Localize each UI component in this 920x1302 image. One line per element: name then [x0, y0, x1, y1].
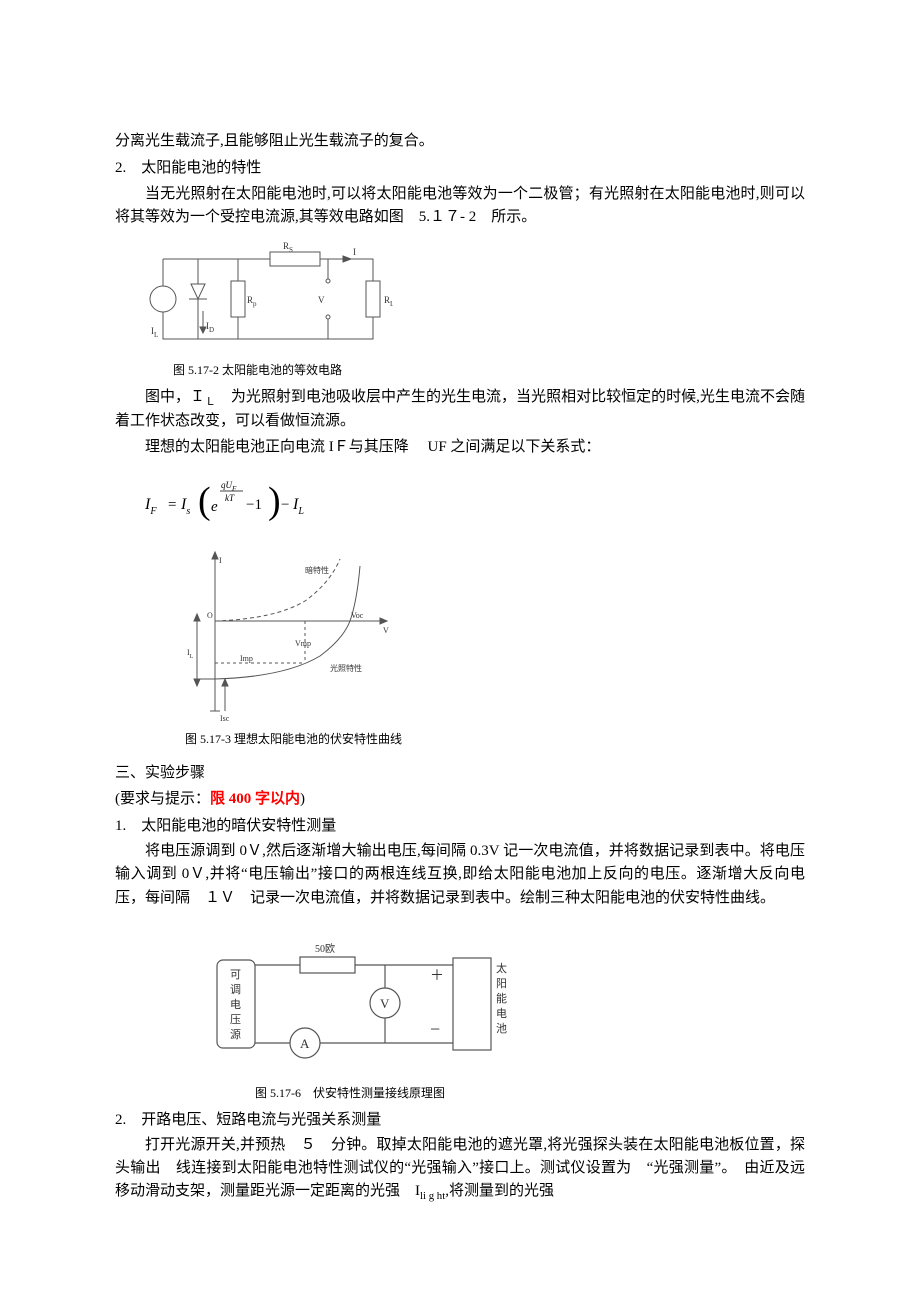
fig6-src-5: 源 [230, 1027, 241, 1041]
fig6-R: 50欧 [315, 943, 335, 955]
step2-p1b: ,将测量到的光强 [445, 1183, 554, 1199]
iv-curve-svg: I V O 暗特性 光照特性 Voc Vmp Imp IL Isc [185, 551, 395, 726]
fig6-src-1: 可 [230, 969, 241, 981]
equivalent-circuit-svg: IL ID Rp RS V RL I [143, 239, 393, 357]
fig6-cell-3: 能 [496, 991, 507, 1005]
s2p2b: 为光照射到电池吸收层中产生的光生电流，当光照相对比较恒定的时候,光生电流不会随着… [115, 389, 805, 430]
section-2-para-3: 理想的太阳能电池正向电流 IＦ与其压降 UF 之间满足以下关系式： [115, 436, 805, 459]
paragraph-continuation: 分离光生载流子,且能够阻止光生载流子的复合。 [115, 130, 805, 153]
fig3-imp: Imp [240, 654, 253, 663]
fig6-src-2: 调 [230, 983, 241, 996]
fig3-isc: Isc [220, 714, 230, 723]
step-1-para: 将电压源调到 0Ｖ,然后逐渐增大输出电压,每间隔 0.3V 记一次电流值，并将数… [115, 840, 805, 910]
fig3-y-axis: I [219, 556, 222, 565]
figure-5-17-6-caption: 图 5.17-6 伏安特性测量接线原理图 [255, 1084, 805, 1103]
fig3-voc: Voc [351, 611, 364, 620]
svg-text:IL: IL [151, 326, 158, 339]
fig3-x-axis: V [383, 626, 389, 635]
svg-text:(: ( [198, 480, 211, 522]
f-ILs: L [297, 506, 304, 517]
fig6-src-4: 压 [230, 1013, 241, 1026]
fig6-cell-4: 电 [496, 1007, 507, 1020]
section-3-heading: 三、实验步骤 [115, 762, 805, 785]
hint-b: ) [300, 791, 305, 807]
f-fb: kT [225, 493, 235, 503]
figure-5-17-2-caption: 图 5.17-2 太阳能电池的等效电路 [173, 361, 805, 380]
fig2-V: V [318, 295, 325, 305]
figure-5-17-3-caption: 图 5.17-3 理想太阳能电池的伏安特性曲线 [185, 730, 805, 749]
step-1-heading: 1. 太阳能电池的暗伏安特性测量 [115, 815, 805, 838]
fig3-origin: O [207, 611, 213, 620]
f-m1: −1 [246, 497, 262, 513]
step2-num: 2. [115, 1112, 126, 1128]
fig2-RL-sub: L [390, 300, 393, 308]
s2p2a: 图中，Ｉ [145, 389, 205, 405]
step2-title: 开路电压、短路电流与光强关系测量 [141, 1112, 381, 1128]
fig2-Rp-sub: p [253, 300, 257, 308]
section-2-title: 太阳能电池的特性 [141, 160, 261, 176]
section-2-number: 2. [115, 160, 126, 176]
fig6-cell-1: 太 [496, 962, 507, 975]
svg-text:Rp: Rp [247, 295, 257, 308]
f-IFs: F [149, 506, 157, 517]
fig2-ID-sub: D [209, 326, 214, 334]
formula-svg: IF = Is ( ) e qUF kT −1 − IL [143, 471, 333, 533]
fig6-cell-2: 阳 [496, 977, 507, 990]
hint-a: (要求与提示： [115, 791, 210, 807]
fig2-I: I [353, 247, 356, 257]
section-2-para-1: 当无光照射在太阳能电池时,可以将太阳能电池等效为一个二极管；有光照射在太阳能电池… [115, 183, 805, 230]
f-ft: qU [221, 480, 233, 490]
figure-5-17-6: 可 调 电 压 源 太 阳 能 电 池 50欧 V A ＋ − 图 5.17-6… [205, 930, 805, 1103]
wiring-diagram-svg: 可 调 电 压 源 太 阳 能 电 池 50欧 V A ＋ − [205, 930, 515, 1080]
figure-5-17-2: IL ID Rp RS V RL I 图 5.17-2 太阳能电池的等效电路 [143, 239, 805, 380]
fig2-IL-sub: L [154, 331, 158, 339]
svg-text:Is: Is [180, 496, 190, 517]
step-2-para: 打开光源开关,并预热 ５ 分钟。取掉太阳能电池的遮光罩,将光强探头装在太阳能电池… [115, 1134, 805, 1205]
fig6-V: V [380, 996, 390, 1011]
fig6-plus: ＋ [430, 969, 444, 984]
document-page: 分离光生载流子,且能够阻止光生载流子的复合。 2. 太阳能电池的特性 当无光照射… [0, 0, 920, 1247]
svg-text:−: − [281, 497, 289, 513]
hint-red: 限 400 字以内 [210, 791, 300, 807]
svg-text:): ) [268, 480, 281, 522]
svg-text:IF: IF [144, 496, 157, 517]
svg-text:=: = [168, 497, 176, 513]
svg-text:ID: ID [206, 321, 214, 334]
svg-text:RL: RL [384, 295, 393, 308]
formula-block: IF = Is ( ) e qUF kT −1 − IL [143, 471, 805, 533]
section-2-heading: 2. 太阳能电池的特性 [115, 157, 805, 180]
step1-title: 太阳能电池的暗伏安特性测量 [141, 818, 336, 834]
fig2-Rs-sub: S [289, 246, 293, 254]
svg-text:IL: IL [187, 648, 194, 660]
section-3-hint: (要求与提示：限 400 字以内) [115, 788, 805, 811]
step-2-heading: 2. 开路电压、短路电流与光强关系测量 [115, 1109, 805, 1132]
f-e: e [211, 499, 218, 515]
section-2-para-2: 图中，ＩＬ 为光照射到电池吸收层中产生的光生电流，当光照相对比较恒定的时候,光生… [115, 386, 805, 434]
figure-5-17-3: I V O 暗特性 光照特性 Voc Vmp Imp IL Isc 图 5.17… [185, 551, 805, 749]
f-fts: F [231, 485, 237, 493]
svg-text:IL: IL [292, 496, 304, 517]
fig3-light: 光照特性 [330, 663, 362, 673]
s2p2sub: Ｌ [205, 396, 216, 408]
fig6-minus: − [430, 1019, 440, 1039]
step1-num: 1. [115, 818, 126, 834]
fig3-vmp: Vmp [295, 639, 311, 648]
fig3-ILs: L [190, 654, 194, 660]
f-Iss: s [186, 506, 190, 517]
step2-p1sub: li g ht [420, 1190, 445, 1202]
fig6-src-3: 电 [230, 998, 241, 1011]
fig6-cell-5: 池 [496, 1022, 507, 1035]
fig6-A: A [300, 1036, 310, 1051]
fig3-dark: 暗特性 [305, 565, 329, 575]
